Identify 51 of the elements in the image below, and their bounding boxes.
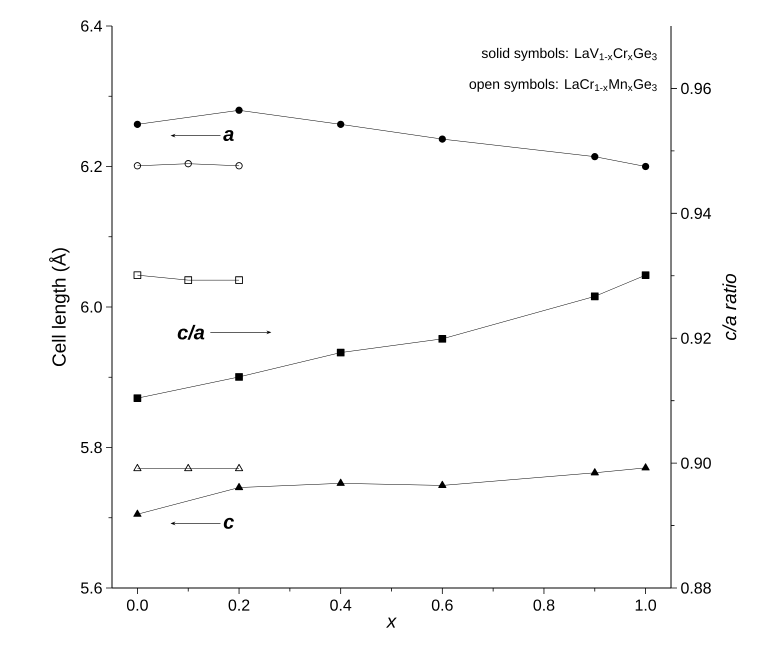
point [590, 292, 599, 300]
point [184, 276, 192, 284]
point [134, 120, 142, 128]
point [642, 463, 650, 470]
point [337, 120, 344, 128]
point [184, 160, 192, 168]
point [234, 464, 244, 472]
y2-tick-label: 0.94 [681, 208, 712, 219]
y-tick-label: 6.4 [81, 20, 102, 32]
point [235, 276, 243, 284]
point [642, 271, 650, 279]
y-tick-label: 6.2 [81, 160, 102, 172]
annotation: a [223, 130, 234, 142]
point [133, 464, 142, 472]
point [438, 480, 446, 488]
y2-tick-label: 0.90 [681, 457, 711, 469]
point [438, 135, 446, 143]
point [234, 482, 244, 490]
point [134, 271, 142, 279]
point [235, 162, 243, 170]
x-axis-title: x [386, 618, 397, 628]
y-tick-label: 6.0 [81, 301, 102, 313]
point [133, 510, 142, 517]
y2-tick-label: 0.92 [681, 332, 711, 344]
point [134, 162, 142, 170]
point [336, 478, 345, 486]
point [184, 464, 192, 472]
annotation: open symbols: LaCr$_{1-x}$Mn$_{x}$Ge$_{3}$ [470, 78, 657, 92]
annotation: c [224, 518, 234, 529]
y-axis-title: Cell length (Å) [49, 248, 70, 366]
point [134, 394, 142, 402]
annotation: solid symbols: LaV$_{1-x}$Cr$_{x}$Ge$_{3}$ [482, 48, 657, 61]
y-tick-label: 5.8 [80, 442, 102, 454]
x-tick-label: 0.4 [330, 599, 352, 611]
x-tick-label: 1.0 [636, 599, 656, 611]
annotation: c/a [178, 324, 204, 340]
point [235, 373, 243, 381]
y2-tick-label: 0.88 [681, 582, 711, 594]
x-tick-label: 0.8 [534, 599, 554, 611]
point [591, 153, 598, 160]
y2-axis-title: c/a ratio [722, 274, 736, 340]
point [336, 348, 345, 356]
x-tick-label: 0.2 [228, 599, 250, 611]
y-tick-label: 5.6 [80, 582, 102, 594]
y2-tick-label: 0.96 [681, 82, 711, 94]
point [235, 106, 243, 114]
x-tick-label: 0.6 [432, 599, 453, 611]
point [642, 162, 650, 170]
point [590, 468, 599, 476]
point [438, 335, 446, 343]
x-tick-label: 0.0 [126, 599, 148, 611]
